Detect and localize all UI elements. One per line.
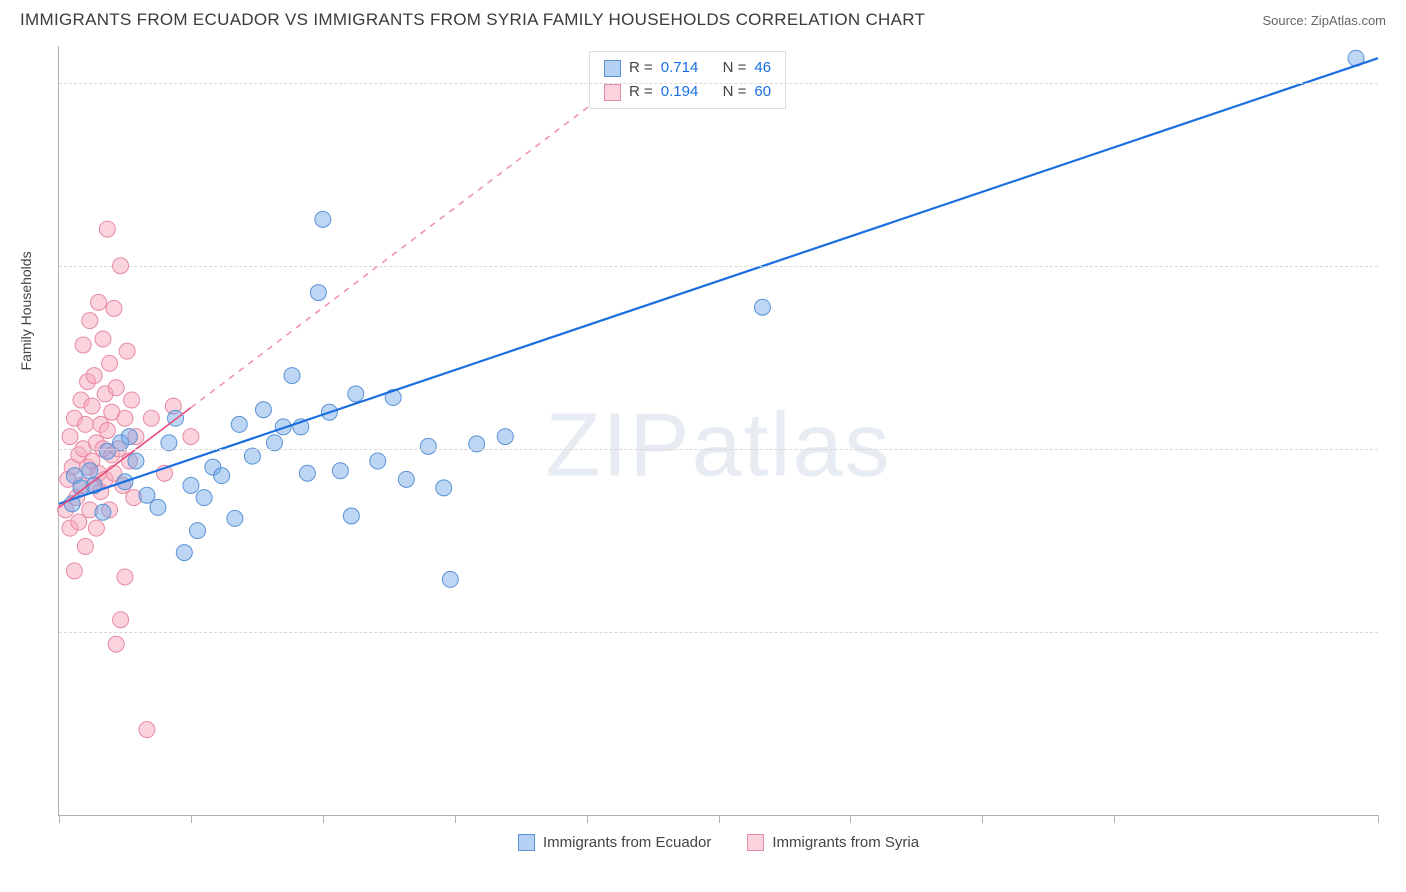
data-point xyxy=(124,392,140,408)
data-point xyxy=(196,490,212,506)
data-point xyxy=(348,386,364,402)
data-point xyxy=(343,508,359,524)
gridline xyxy=(59,449,1378,450)
data-point xyxy=(106,300,122,316)
data-point xyxy=(143,410,159,426)
x-tick xyxy=(455,815,456,823)
data-point xyxy=(121,429,137,445)
data-point xyxy=(88,520,104,536)
data-point xyxy=(91,294,107,310)
data-point xyxy=(102,355,118,371)
swatch-blue-icon xyxy=(518,834,535,851)
data-point xyxy=(99,423,115,439)
legend-row-ecuador: R = 0.714 N = 46 xyxy=(604,56,771,80)
chart-title: IMMIGRANTS FROM ECUADOR VS IMMIGRANTS FR… xyxy=(20,10,925,30)
swatch-blue-icon xyxy=(604,60,621,77)
data-point xyxy=(66,563,82,579)
data-point xyxy=(71,514,87,530)
data-point xyxy=(95,504,111,520)
title-bar: IMMIGRANTS FROM ECUADOR VS IMMIGRANTS FR… xyxy=(0,0,1406,36)
x-tick xyxy=(59,815,60,823)
x-tick xyxy=(850,815,851,823)
swatch-pink-icon xyxy=(747,834,764,851)
data-point xyxy=(436,480,452,496)
x-tick xyxy=(587,815,588,823)
data-point xyxy=(420,438,436,454)
series-legend: Immigrants from Ecuador Immigrants from … xyxy=(59,834,1378,851)
data-point xyxy=(284,368,300,384)
legend-item-ecuador: Immigrants from Ecuador xyxy=(518,834,711,851)
data-point xyxy=(128,453,144,469)
r-label: R = xyxy=(629,56,653,80)
x-tick xyxy=(1378,815,1379,823)
gridline xyxy=(59,632,1378,633)
data-point xyxy=(497,429,513,445)
data-point xyxy=(231,416,247,432)
data-point xyxy=(255,402,271,418)
data-point xyxy=(176,545,192,561)
data-point xyxy=(95,331,111,347)
data-point xyxy=(84,398,100,414)
legend-label: Immigrants from Syria xyxy=(772,834,919,851)
data-point xyxy=(398,471,414,487)
correlation-legend: R = 0.714 N = 46 R = 0.194 N = 60 xyxy=(589,51,786,109)
data-point xyxy=(754,299,770,315)
source-label: Source: ZipAtlas.com xyxy=(1262,13,1386,28)
legend-item-syria: Immigrants from Syria xyxy=(747,834,919,851)
chart-area: ZIPatlas R = 0.714 N = 46 R = 0.194 N = … xyxy=(58,46,1378,816)
data-point xyxy=(108,636,124,652)
gridline xyxy=(59,266,1378,267)
data-point xyxy=(214,468,230,484)
x-tick xyxy=(719,815,720,823)
gridline xyxy=(59,83,1378,84)
x-tick xyxy=(323,815,324,823)
y-axis-title: Family Households xyxy=(18,251,34,370)
data-point xyxy=(113,612,129,628)
data-point xyxy=(315,211,331,227)
data-point xyxy=(442,571,458,587)
data-point xyxy=(139,487,155,503)
data-point xyxy=(244,448,260,464)
x-tick xyxy=(1114,815,1115,823)
data-point xyxy=(82,463,98,479)
data-point xyxy=(139,722,155,738)
data-point xyxy=(117,410,133,426)
data-point xyxy=(370,453,386,469)
data-point xyxy=(189,523,205,539)
data-point xyxy=(299,465,315,481)
r-value: 0.714 xyxy=(661,56,699,80)
n-value: 46 xyxy=(754,56,771,80)
data-point xyxy=(77,538,93,554)
n-label: N = xyxy=(723,56,747,80)
data-point xyxy=(183,477,199,493)
data-point xyxy=(62,429,78,445)
data-point xyxy=(86,368,102,384)
x-tick xyxy=(191,815,192,823)
data-point xyxy=(75,337,91,353)
data-point xyxy=(119,343,135,359)
data-point xyxy=(332,463,348,479)
swatch-pink-icon xyxy=(604,84,621,101)
data-point xyxy=(82,313,98,329)
data-point xyxy=(99,221,115,237)
data-point xyxy=(310,285,326,301)
scatter-plot xyxy=(59,46,1378,815)
data-point xyxy=(117,569,133,585)
data-point xyxy=(183,429,199,445)
data-point xyxy=(150,499,166,515)
trend-line-dashed xyxy=(191,58,653,407)
legend-label: Immigrants from Ecuador xyxy=(543,834,711,851)
x-tick xyxy=(982,815,983,823)
data-point xyxy=(108,380,124,396)
data-point xyxy=(227,510,243,526)
data-point xyxy=(77,416,93,432)
trend-line xyxy=(59,58,1378,504)
